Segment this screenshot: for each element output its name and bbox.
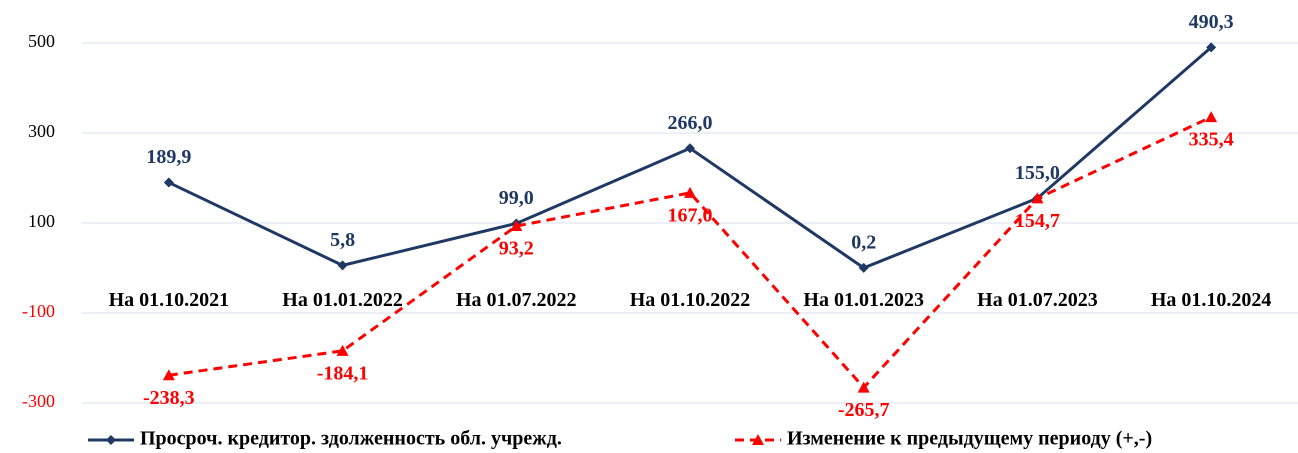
marker — [1031, 192, 1044, 204]
marker — [163, 177, 174, 188]
marker — [336, 344, 349, 356]
data-label: 154,7 — [1015, 210, 1060, 232]
data-label: 490,3 — [1189, 11, 1234, 33]
data-label: 155,0 — [1015, 162, 1060, 184]
legend-marker — [106, 435, 116, 445]
marker — [684, 186, 696, 198]
x-tick-label: На 01.10.2024 — [1150, 289, 1272, 311]
data-label: 93,2 — [499, 238, 534, 260]
legend-label: Просроч. кредитор. здолженность обл. учр… — [140, 428, 562, 450]
marker — [858, 262, 869, 273]
marker — [1205, 111, 1218, 123]
marker — [510, 220, 523, 232]
series-line — [168, 46, 1213, 270]
marker — [1206, 42, 1217, 53]
data-label: -238,3 — [143, 387, 195, 409]
y-tick-label: 500 — [28, 31, 55, 51]
data-label: -265,7 — [838, 399, 890, 421]
data-label: 189,9 — [146, 146, 191, 168]
data-label: 99,0 — [499, 187, 534, 209]
legend-label: Изменение к предыдущему периоду (+,-) — [787, 428, 1152, 450]
x-tick-label: На 01.10.2021 — [108, 289, 230, 311]
data-label: 0,2 — [851, 232, 876, 254]
marker — [685, 143, 695, 154]
y-tick-label: -100 — [22, 301, 55, 321]
marker — [162, 369, 175, 381]
marker — [857, 381, 870, 393]
data-label: 167,0 — [668, 204, 713, 226]
data-label: 335,4 — [1189, 129, 1234, 151]
x-tick-label: На 01.01.2023 — [803, 289, 924, 311]
series-line — [168, 115, 1212, 390]
x-tick-label: На 01.10.2022 — [629, 289, 751, 311]
y-tick-label: -300 — [22, 391, 55, 411]
y-tick-label: 300 — [28, 121, 55, 141]
x-tick-label: На 01.07.2022 — [456, 289, 577, 311]
y-tick-label: 100 — [28, 211, 55, 231]
x-tick-label: На 01.01.2022 — [282, 289, 403, 311]
data-label: 266,0 — [668, 112, 713, 134]
marker — [337, 260, 348, 271]
x-tick-label: На 01.07.2023 — [977, 289, 1098, 311]
data-label: -184,1 — [317, 362, 369, 384]
data-label: 5,8 — [330, 229, 355, 251]
legend-marker — [752, 434, 764, 445]
